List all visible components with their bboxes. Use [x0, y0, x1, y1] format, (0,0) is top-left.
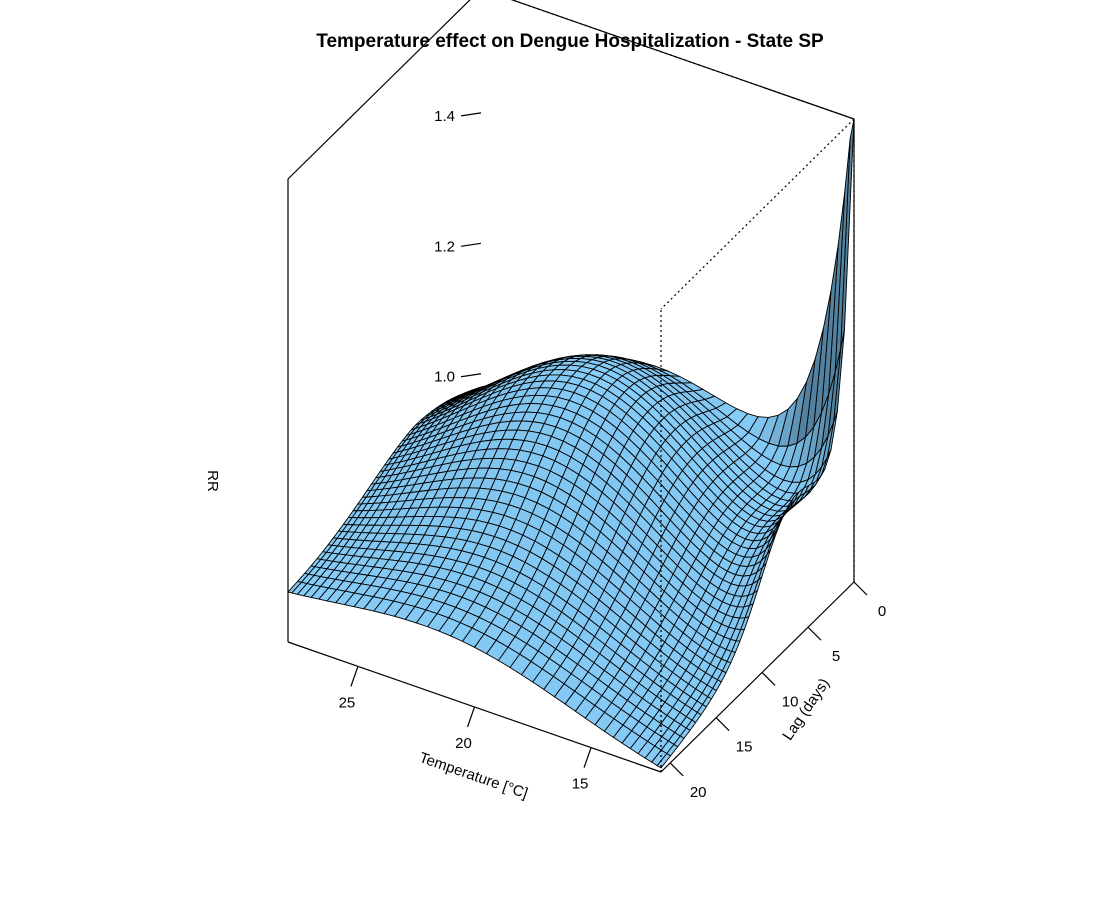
y-tick-mark	[715, 717, 730, 732]
z-tick-mark	[460, 373, 482, 378]
z-axis-title: RR	[204, 470, 221, 492]
y-tick-mark	[807, 626, 822, 641]
chart-title: Temperature effect on Dengue Hospitaliza…	[316, 31, 824, 52]
x-axis-title: Temperature [°C]	[417, 749, 530, 802]
surface-mesh	[287, 118, 855, 769]
box-edge-front	[287, 0, 471, 180]
y-tick-mark	[853, 581, 868, 596]
y-tick-label: 0	[878, 603, 886, 620]
y-tick-label: 20	[690, 784, 707, 801]
x-tick-mark	[583, 747, 592, 768]
y-tick-mark	[761, 672, 776, 686]
box-edge-back	[660, 118, 855, 310]
box-edge-front	[510, 0, 855, 120]
bounding-box	[287, 0, 855, 773]
x-tick-mark	[466, 706, 476, 728]
x-tick-label: 25	[339, 694, 356, 711]
x-tick-label: 20	[455, 735, 472, 752]
box-edge-back	[510, 0, 855, 120]
x-tick-label: 15	[572, 776, 589, 793]
y-tick-label: 15	[736, 739, 753, 756]
z-tick-label: 1.0	[434, 369, 455, 386]
z-tick-mark	[460, 242, 482, 247]
box-edge-front	[660, 581, 855, 773]
y-tick-mark	[669, 762, 684, 777]
z-tick-label: 1.4	[434, 108, 455, 125]
y-tick-label: 10	[782, 693, 799, 710]
z-tick-mark	[460, 112, 482, 117]
axes: 1.0 1.2 1.4 25 20 15 0 5 10 15 20	[339, 108, 887, 801]
z-tick-label: 1.2	[434, 238, 455, 255]
y-tick-label: 5	[832, 648, 840, 665]
x-tick-mark	[350, 666, 359, 687]
